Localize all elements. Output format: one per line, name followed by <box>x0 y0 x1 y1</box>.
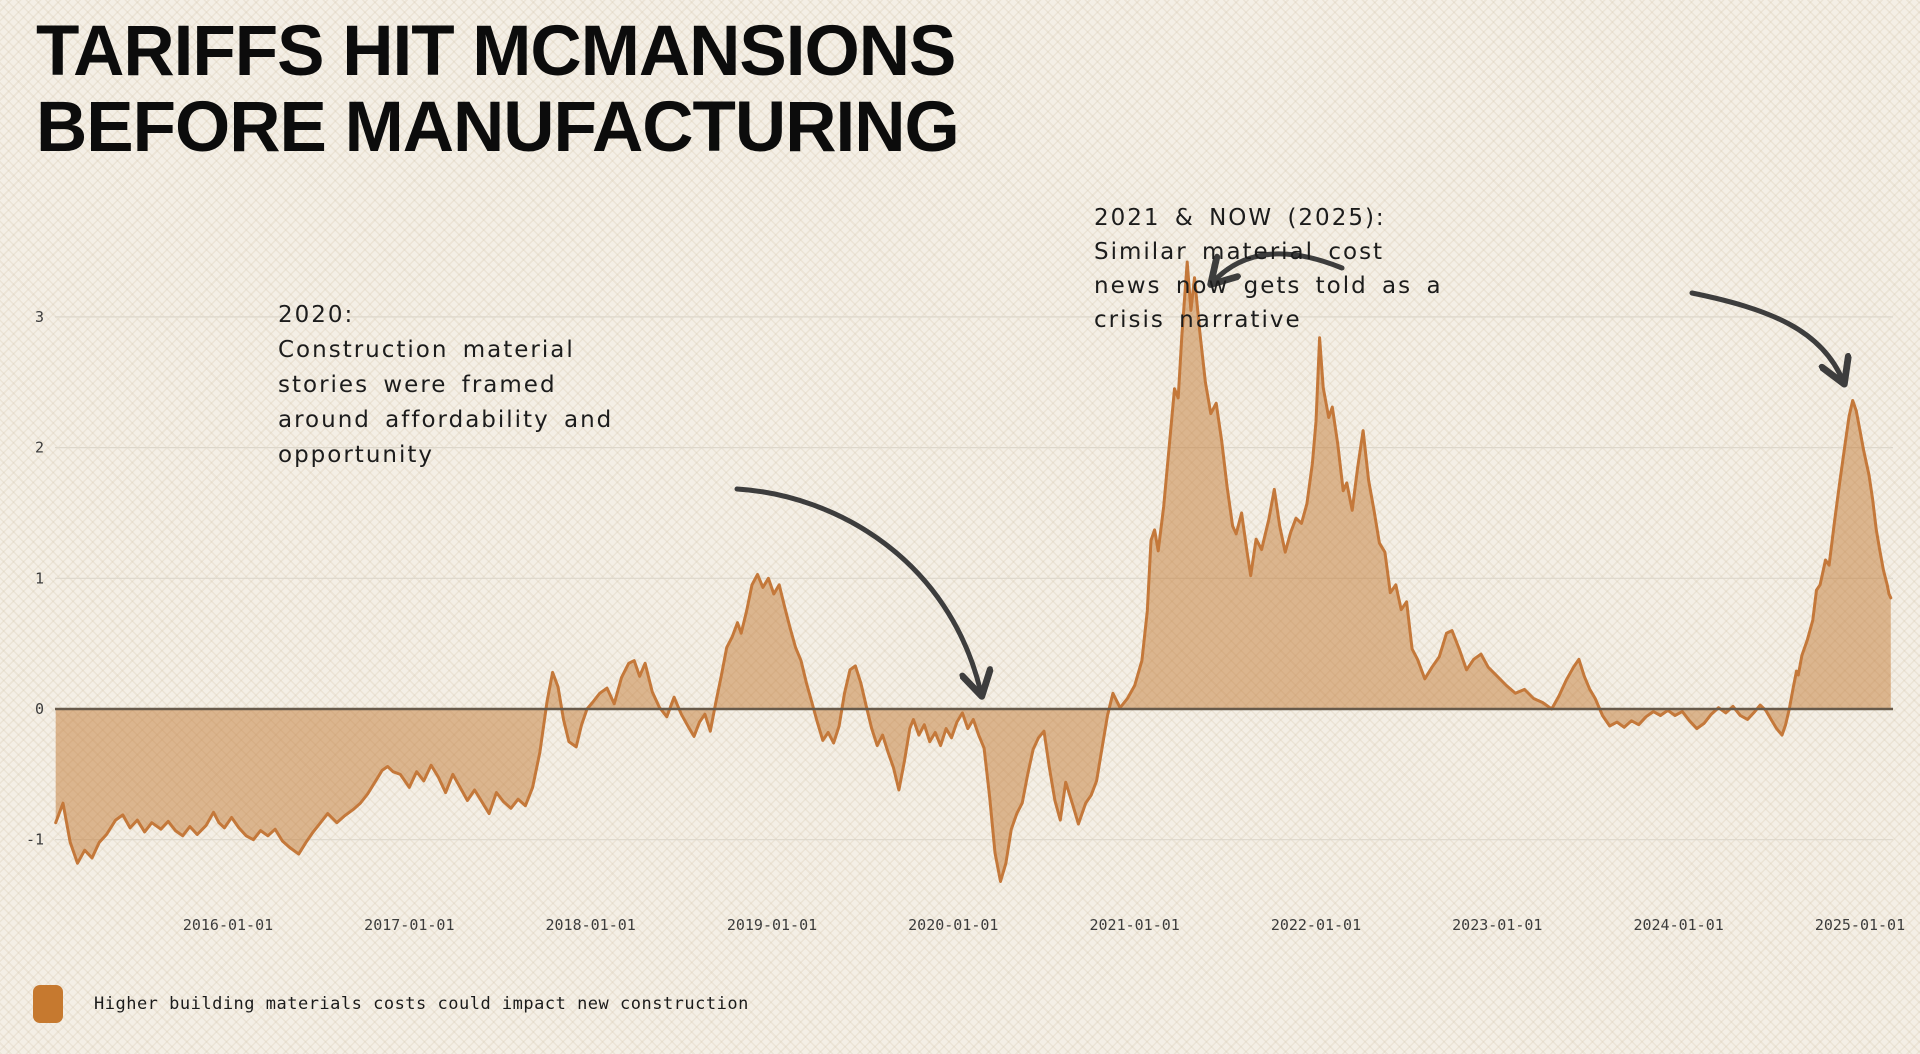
gridline-layer <box>55 316 1893 841</box>
page-title: TARIFFS HIT MCMANSIONS BEFORE MANUFACTUR… <box>36 12 960 167</box>
y-axis-tick-label: 2 <box>35 439 44 457</box>
y-axis-tick-label: 3 <box>35 308 44 326</box>
annotation-2021-2025: 2021 & NOW (2025): Similar material cost… <box>1094 201 1443 337</box>
y-axis-tick-label: -1 <box>26 831 44 849</box>
series-layer <box>54 260 1893 883</box>
annotation-line: opportunity <box>278 442 434 468</box>
page-title-line-2: BEFORE MANUFACTURING <box>36 88 960 167</box>
arrow-2020-to-dip <box>734 486 981 693</box>
x-axis-tick-label: 2020-01-01 <box>908 916 998 934</box>
annotation-line: 2020: <box>278 302 355 328</box>
y-axis-tick-label: 0 <box>35 700 44 718</box>
legend-label: Higher building materials costs could im… <box>94 994 749 1014</box>
x-axis-tick-label: 2016-01-01 <box>183 916 273 934</box>
x-axis-tick-label: 2022-01-01 <box>1271 916 1361 934</box>
legend-swatch <box>33 985 63 1023</box>
x-axis-tick-label: 2024-01-01 <box>1633 916 1723 934</box>
x-axis-tick-label: 2023-01-01 <box>1452 916 1542 934</box>
x-axis-tick-label: 2019-01-01 <box>727 916 817 934</box>
x-axis-tick-label: 2017-01-01 <box>364 916 454 934</box>
x-axis-tick-label: 2018-01-01 <box>546 916 636 934</box>
annotation-arrows <box>734 251 1843 693</box>
area-fill <box>55 262 1891 882</box>
annotation-line: stories were framed <box>278 372 557 398</box>
annotation-line: crisis narrative <box>1094 307 1302 333</box>
x-axis-tick-labels: 2016-01-01 2017-01-01 2018-01-01 2019-01-01… <box>183 916 1905 934</box>
legend: Higher building materials costs could im… <box>33 985 749 1023</box>
area-outline <box>54 260 1893 883</box>
arrow-2025-to-peak <box>1689 290 1843 381</box>
annotation-line: Construction material <box>278 337 575 363</box>
page-title-line-1: TARIFFS HIT MCMANSIONS <box>36 12 956 91</box>
x-axis-tick-label: 2025-01-01 <box>1815 916 1905 934</box>
annotation-line: 2021 & NOW (2025): <box>1094 205 1386 231</box>
y-axis-tick-labels: -1 0 1 2 3 <box>26 308 44 849</box>
arrow-2021-to-peak <box>1213 251 1345 282</box>
annotation-line: around affordability and <box>278 407 614 433</box>
annotation-line: Similar material cost <box>1094 239 1385 265</box>
annotation-2020: 2020: Construction material stories were… <box>278 298 613 473</box>
y-axis-tick-label: 1 <box>35 569 44 587</box>
x-axis-tick-label: 2021-01-01 <box>1089 916 1179 934</box>
annotation-line: news now gets told as a <box>1094 273 1443 299</box>
